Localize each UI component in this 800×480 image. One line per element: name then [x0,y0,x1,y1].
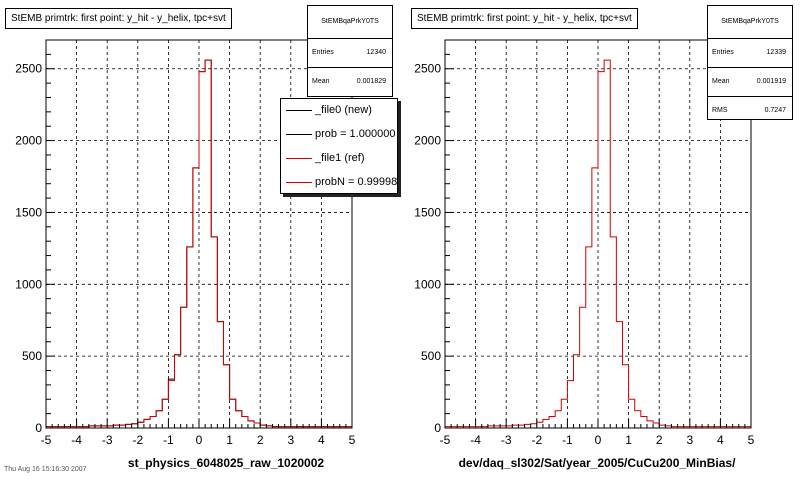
legend-label: probN = 0.999980 [315,176,398,188]
right-y-tick-label: 500 [421,349,441,363]
right-histogram-panel: -5 -4 -3 -2 -1 0 1 2 3 4 5 0 500 1000 1500 2000 2500 StE… [400,0,800,480]
left-y-tick-label: 500 [22,349,42,363]
left-x-tick-label: 4 [318,433,325,447]
right-x-tick-label: 1 [625,433,632,447]
right-stats-entries-label: Entries [712,49,734,56]
right-y-tick-label: 1000 [414,277,441,291]
right-x-tick-label: 3 [686,433,693,447]
left-y-tick-label: 2500 [15,62,42,76]
left-y-tick-label: 1000 [15,277,42,291]
legend-box: _file0 (new) prob = 1.000000 _file1 (ref… [280,98,398,194]
left-x-tick-label: 5 [349,433,356,447]
right-stats-entries-value: 12339 [766,49,786,56]
right-stats-entries-row: Entries 12339 [708,39,792,68]
right-x-tick-label: -2 [531,433,542,447]
right-stats-rms-label: RMS [712,107,728,114]
right-x-tick-label: -3 [501,433,512,447]
left-x-tick-label: -1 [163,433,174,447]
legend-label: prob = 1.000000 [315,128,396,140]
left-stats-mean-value: 0.001829 [356,78,386,85]
right-stats-mean-value: 0.001919 [756,78,786,85]
left-x-axis-title: st_physics_6048025_raw_1020002 [127,456,325,470]
left-stats-box: StEMBqaPrkY0TS Entries 12340 Mean 0.0018… [307,5,393,97]
legend-line-swatch [286,158,312,159]
right-stats-box: StEMBqaPrkY0TS Entries 12339 Mean 0.0019… [707,5,793,120]
right-y-tick-label: 1500 [414,205,441,219]
right-x-tick-label: 5 [748,433,755,447]
left-x-tick-label: 0 [196,433,203,447]
left-stats-mean-label: Mean [312,78,330,85]
left-histogram-title: StEMB primtrk: first point: y_hit - y_he… [5,8,232,29]
legend-entry: probN = 0.999980 [281,171,398,193]
legend-entry: prob = 1.000000 [281,123,397,147]
left-x-tick-label: -4 [71,433,82,447]
legend-line-swatch [286,134,312,135]
left-stats-name: StEMBqaPrkY0TS [308,6,392,39]
left-y-tick-label: 0 [35,421,42,435]
left-histogram-panel: -5 -4 -3 -2 -1 0 1 2 3 4 5 0 500 1000 1500 2000 2500 StE… [5,5,398,470]
right-stats-mean-row: Mean 0.001919 [708,68,792,97]
right-stats-rms-value: 0.7247 [764,107,786,114]
right-x-tick-label: -4 [470,433,481,447]
right-x-axis-title: dev/daq_sl302/Sat/year_2005/CuCu200_MinB… [458,456,736,470]
left-histogram-plot: -5 -4 -3 -2 -1 0 1 2 3 4 5 0 500 1000 1500 2000 2500 [15,39,356,447]
right-y-tick-label: 2500 [414,62,441,76]
left-x-tick-label: -3 [102,433,113,447]
left-y-tick-label: 2000 [15,134,42,148]
legend-entry: _file0 (new) [281,99,397,123]
left-x-tick-label: 2 [257,433,264,447]
right-stats-rms-row: RMS 0.7247 [708,97,792,125]
right-stats-name: StEMBqaPrkY0TS [708,6,792,39]
right-x-tick-label: 2 [656,433,663,447]
right-y-tick-label: 2000 [414,134,441,148]
left-stats-entries-row: Entries 12340 [308,39,392,68]
left-x-tick-label: -2 [132,433,143,447]
right-y-tick-label: 0 [434,421,441,435]
right-x-tick-label: -5 [440,433,451,447]
legend-label: _file0 (new) [315,104,372,116]
legend-label: _file1 (ref) [315,152,365,164]
left-x-tick-label: 3 [287,433,294,447]
footer-timestamp: Thu Aug 16 15:16:30 2007 [4,466,87,473]
right-x-tick-label: -1 [562,433,573,447]
left-x-tick-label: -5 [41,433,52,447]
legend-entry: _file1 (ref) [281,147,397,171]
left-stats-entries-label: Entries [312,49,334,56]
right-stats-mean-label: Mean [712,78,730,85]
left-stats-entries-value: 12340 [366,49,386,56]
legend-line-swatch [286,182,312,183]
right-histogram-title: StEMB primtrk: first point: y_hit - y_he… [411,8,638,29]
left-y-tick-label: 1500 [15,205,42,219]
left-stats-mean-row: Mean 0.001829 [308,68,392,96]
right-histogram-plot: -5 -4 -3 -2 -1 0 1 2 3 4 5 0 500 1000 1500 2000 2500 [414,39,755,447]
legend-line-swatch [286,110,312,111]
left-x-tick-label: 1 [226,433,233,447]
right-x-tick-label: 0 [595,433,602,447]
right-x-tick-label: 4 [717,433,724,447]
